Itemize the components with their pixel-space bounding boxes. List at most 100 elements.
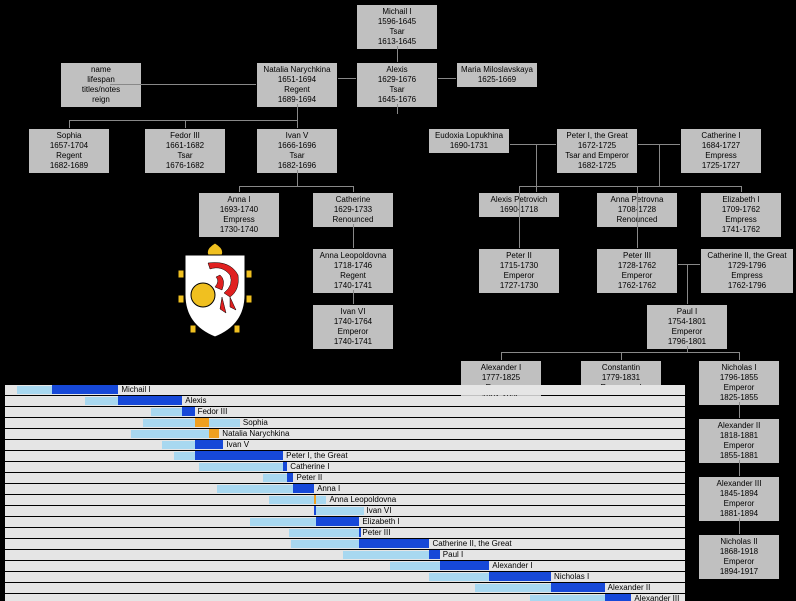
connector-v <box>185 120 186 128</box>
connector-v <box>687 264 688 304</box>
timeline-row <box>5 462 685 472</box>
node-line: 1779-1831 <box>582 373 660 383</box>
timeline-label: Alexander III <box>634 594 679 601</box>
node-line: Emperor <box>700 499 778 509</box>
node-catherineR: Catherine1629-1733Renounced <box>312 192 394 228</box>
timeline-label: Anna I <box>317 484 340 493</box>
node-ivan6: Ivan VI1740-1764Emperor1740-1741 <box>312 304 394 350</box>
node-line: Alexander I <box>462 363 540 373</box>
connector-v <box>353 186 354 192</box>
node-line: Empress <box>702 215 780 225</box>
node-peter2: Peter II1715-1730Emperor1727-1730 <box>478 248 560 294</box>
node-elizabeth: Elizabeth I1709-1762Empress1741-1762 <box>700 192 782 238</box>
node-line: 1845-1894 <box>700 489 778 499</box>
node-line: 1629-1676 <box>358 75 436 85</box>
timeline-label: Paul I <box>443 550 463 559</box>
timeline-lifespan <box>289 529 359 537</box>
node-line: 1682-1725 <box>558 161 636 171</box>
node-line: Tsar and Emperor <box>558 151 636 161</box>
node-line: Sophia <box>30 131 108 141</box>
timeline-label: Fedor III <box>198 407 228 416</box>
timeline-reign <box>195 418 209 427</box>
node-line: 1651-1694 <box>258 75 336 85</box>
node-fedor3: Fedor III1661-1682Tsar1676-1682 <box>144 128 226 174</box>
node-paul1: Paul I1754-1801Emperor1796-1801 <box>646 304 728 350</box>
node-line: Anna I <box>200 195 278 205</box>
timeline-lifespan <box>143 419 240 427</box>
timeline-reign <box>316 517 359 526</box>
node-line: 1709-1762 <box>702 205 780 215</box>
node-line: 1728-1762 <box>598 261 676 271</box>
connector-v <box>739 352 740 360</box>
node-michail1: Michail I1596-1645Tsar1613-1645 <box>356 4 438 50</box>
timeline-label: Alexander II <box>608 583 651 592</box>
timeline-reign <box>118 396 182 405</box>
timeline-label: Natalia Narychkina <box>222 429 289 438</box>
connector-v <box>397 46 398 62</box>
timeline-reign <box>359 539 429 548</box>
connector-h <box>510 144 556 145</box>
node-line: 1725-1727 <box>682 161 760 171</box>
node-line: Natalia Narychkina <box>258 65 336 75</box>
timeline-row <box>5 418 685 428</box>
node-line: Regent <box>258 85 336 95</box>
node-line: Ivan VI <box>314 307 392 317</box>
node-legend: namelifespantitles/notesreign <box>60 62 142 108</box>
node-line: 1730-1740 <box>200 225 278 235</box>
timeline-reign <box>314 495 316 504</box>
timeline-label: Catherine II, the Great <box>432 539 511 548</box>
timeline-reign <box>287 473 293 482</box>
node-line: Emperor <box>648 327 726 337</box>
node-line: Regent <box>30 151 108 161</box>
timeline-label: Sophia <box>243 418 268 427</box>
timeline-reign <box>182 407 194 416</box>
timeline-row <box>5 473 685 483</box>
node-line: Catherine I <box>682 131 760 141</box>
node-natalia: Natalia Narychkina1651-1694Regent1689-16… <box>256 62 338 108</box>
node-line: 1868-1918 <box>700 547 778 557</box>
connector-v <box>297 170 298 186</box>
node-maria: Maria Miloslavskaya1625-1669 <box>456 62 538 88</box>
connector-v <box>659 144 660 186</box>
node-line: Anna Leopoldovna <box>314 251 392 261</box>
connector-v <box>536 144 537 192</box>
node-line: Catherine II, the Great <box>702 251 792 261</box>
timeline-row <box>5 561 685 571</box>
node-line: Nicholas II <box>700 537 778 547</box>
node-line: 1740-1741 <box>314 337 392 347</box>
node-line: Emperor <box>598 271 676 281</box>
timeline-row <box>5 484 685 494</box>
node-line: reign <box>62 95 140 105</box>
node-line: 1672-1725 <box>558 141 636 151</box>
node-line: 1690-1731 <box>430 141 508 151</box>
timeline-lifespan <box>269 496 327 504</box>
timeline-reign <box>359 528 361 537</box>
connector-v <box>297 104 298 128</box>
timeline-reign <box>551 583 605 592</box>
timeline-row <box>5 440 685 450</box>
connector-h <box>519 186 741 187</box>
timeline-label: Peter I, the Great <box>286 451 347 460</box>
node-alexis: Alexis1629-1676Tsar1645-1676 <box>356 62 438 108</box>
node-line: 1818-1881 <box>700 431 778 441</box>
connector-v <box>637 186 638 248</box>
node-line: titles/notes <box>62 85 140 95</box>
connector-h <box>239 186 353 187</box>
connector-h <box>678 264 700 265</box>
node-line: 1777-1825 <box>462 373 540 383</box>
node-line: Michail I <box>358 7 436 17</box>
node-alexander2: Alexander II1818-1881Emperor1855-1881 <box>698 418 780 464</box>
connector-v <box>69 120 70 128</box>
node-line: 1754-1801 <box>648 317 726 327</box>
node-line: 1718-1746 <box>314 261 392 271</box>
connector-h <box>501 352 739 353</box>
timeline-label: Anna Leopoldovna <box>329 495 396 504</box>
node-eudoxia: Eudoxia Lopukhina1690-1731 <box>428 128 510 154</box>
connector-v <box>501 352 502 360</box>
node-line: Emperor <box>700 441 778 451</box>
timeline-label: Ivan V <box>226 440 249 449</box>
node-sophia: Sophia1657-1704Regent1682-1689 <box>28 128 110 174</box>
node-nicholas1: Nicholas I1796-1855Emperor1825-1855 <box>698 360 780 406</box>
timeline-reign <box>209 429 219 438</box>
connector-v <box>397 104 398 114</box>
